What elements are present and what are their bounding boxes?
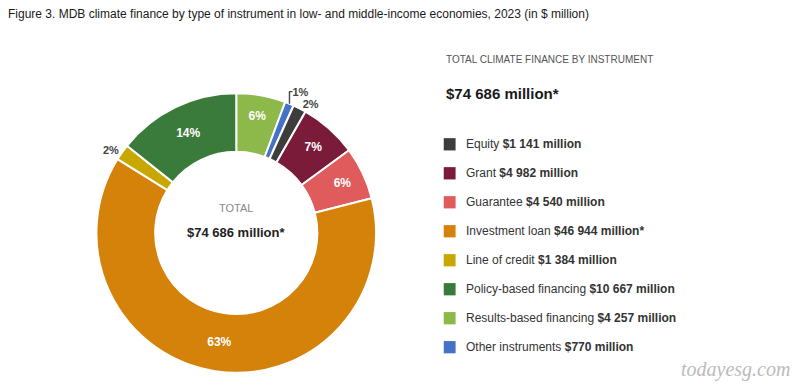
svg-text:2%: 2% bbox=[303, 98, 319, 110]
svg-text:Other instruments $770 million: Other instruments $770 million bbox=[466, 340, 633, 354]
svg-text:Investment loan $46 944 millio: Investment loan $46 944 million* bbox=[466, 224, 644, 238]
svg-text:Grant $4 982 million: Grant $4 982 million bbox=[466, 166, 578, 180]
svg-text:2%: 2% bbox=[103, 144, 119, 156]
svg-text:$74 686 million*: $74 686 million* bbox=[187, 225, 285, 240]
svg-text:TOTAL: TOTAL bbox=[219, 202, 253, 214]
svg-text:Results-based financing $4 257: Results-based financing $4 257 million bbox=[466, 311, 676, 325]
svg-text:1%: 1% bbox=[292, 86, 308, 98]
svg-text:Policy-based financing $10 667: Policy-based financing $10 667 million bbox=[466, 282, 675, 296]
svg-text:Figure 3. MDB climate finance: Figure 3. MDB climate finance by type of… bbox=[8, 7, 589, 21]
svg-text:Line of credit $1 384 million: Line of credit $1 384 million bbox=[466, 253, 617, 267]
svg-text:Guarantee $4 540 million: Guarantee $4 540 million bbox=[466, 195, 605, 209]
svg-text:14%: 14% bbox=[176, 126, 200, 140]
svg-text:$74 686 million*: $74 686 million* bbox=[446, 85, 559, 102]
svg-text:6%: 6% bbox=[334, 176, 352, 190]
svg-text:63%: 63% bbox=[207, 335, 231, 349]
svg-text:TOTAL CLIMATE FINANCE BY INSTR: TOTAL CLIMATE FINANCE BY INSTRUMENT bbox=[446, 54, 653, 65]
svg-text:7%: 7% bbox=[304, 140, 322, 154]
svg-text:Equity $1 141 million: Equity $1 141 million bbox=[466, 137, 581, 151]
svg-text:todayesg.com: todayesg.com bbox=[681, 358, 790, 381]
svg-text:6%: 6% bbox=[249, 109, 267, 123]
